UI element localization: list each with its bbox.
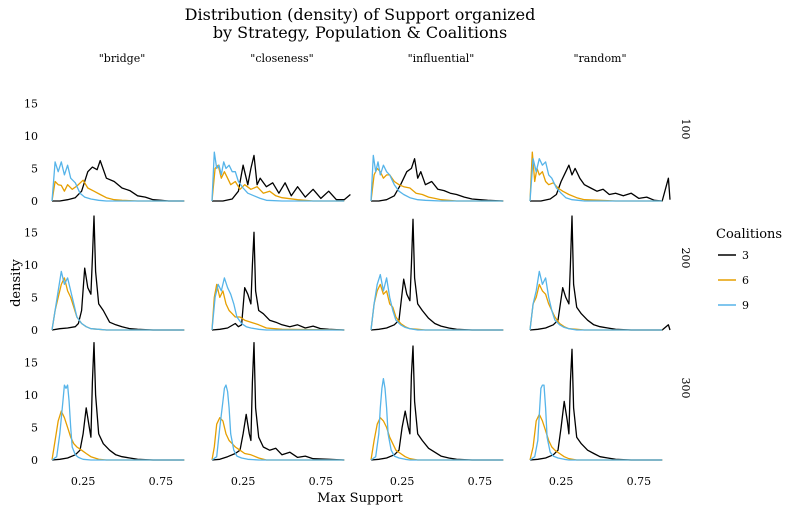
panel-influential-300 xyxy=(370,345,504,461)
facet-col-label-bridge: "bridge" xyxy=(99,52,146,65)
density-line-coalitions-6 xyxy=(370,417,504,461)
panel-random-200 xyxy=(529,215,671,331)
density-line-coalitions-6 xyxy=(370,283,504,331)
density-line-coalitions-3 xyxy=(370,218,504,331)
density-line-coalitions-9 xyxy=(211,384,345,461)
y-axis-label: density xyxy=(9,258,24,306)
panel-closeness-200 xyxy=(211,231,345,331)
density-line-coalitions-9 xyxy=(51,270,185,331)
density-line-coalitions-6 xyxy=(211,164,345,202)
x-tick-label: 0.25 xyxy=(549,475,574,488)
legend-label-6: 6 xyxy=(742,274,749,287)
density-line-coalitions-6 xyxy=(51,179,185,202)
density-line-coalitions-9 xyxy=(51,384,185,461)
legend-label-9: 9 xyxy=(742,299,749,312)
density-line-coalitions-9 xyxy=(211,151,345,202)
density-line-coalitions-9 xyxy=(370,154,504,202)
panel-influential-200 xyxy=(370,218,504,331)
legend: Coalitions 3 6 9 xyxy=(716,227,782,312)
density-line-coalitions-9 xyxy=(529,270,663,331)
facet-col-label-closeness: "closeness" xyxy=(250,52,313,65)
density-line-coalitions-3 xyxy=(529,215,671,331)
y-tick-label: 5 xyxy=(31,162,38,175)
panel-bridge-100 xyxy=(51,159,185,202)
facet-row-label-200: 200 xyxy=(679,248,692,269)
y-tick-label: 15 xyxy=(24,226,38,239)
panel-closeness-300 xyxy=(211,342,345,461)
panel-random-300 xyxy=(529,348,663,461)
facet-col-label-influential: "influential" xyxy=(408,52,475,65)
panel-random-100 xyxy=(529,151,671,202)
y-tick-label: 0 xyxy=(31,324,38,337)
density-line-coalitions-6 xyxy=(51,410,185,461)
chart-title-line-2: by Strategy, Population & Coalitions xyxy=(213,23,507,42)
density-line-coalitions-6 xyxy=(529,283,663,331)
chart-title-line-1: Distribution (density) of Support organi… xyxy=(185,5,536,24)
density-line-coalitions-3 xyxy=(371,158,504,202)
facet-panels: "bridge" "closeness" "influential" "random"… xyxy=(24,52,692,488)
y-tick-label: 5 xyxy=(31,421,38,434)
density-line-coalitions-3 xyxy=(52,159,185,202)
y-tick-label: 10 xyxy=(24,259,38,272)
density-line-coalitions-6 xyxy=(211,283,345,331)
density-line-coalitions-3 xyxy=(212,154,351,202)
density-line-coalitions-9 xyxy=(211,277,345,331)
density-line-coalitions-9 xyxy=(529,158,663,202)
density-line-coalitions-9 xyxy=(51,161,185,202)
x-tick-label: 0.25 xyxy=(231,475,256,488)
x-tick-label: 0.25 xyxy=(390,475,415,488)
y-tick-label: 0 xyxy=(31,454,38,467)
panel-closeness-100 xyxy=(211,151,351,202)
panel-bridge-200 xyxy=(51,215,185,331)
x-tick-label: 0.75 xyxy=(627,475,652,488)
y-tick-label: 0 xyxy=(31,195,38,208)
panel-influential-100 xyxy=(370,154,504,202)
y-tick-label: 10 xyxy=(24,389,38,402)
density-line-coalitions-9 xyxy=(370,273,504,331)
density-line-coalitions-9 xyxy=(529,384,663,461)
density-line-coalitions-6 xyxy=(529,413,663,461)
density-line-coalitions-3 xyxy=(370,345,504,461)
x-axis-label: Max Support xyxy=(317,491,403,506)
density-line-coalitions-3 xyxy=(51,342,185,461)
panel-bridge-300 xyxy=(51,342,185,461)
facet-row-label-100: 100 xyxy=(679,119,692,140)
facet-row-label-300: 300 xyxy=(679,378,692,399)
density-line-coalitions-9 xyxy=(370,377,504,461)
x-tick-label: 0.75 xyxy=(309,475,334,488)
legend-label-3: 3 xyxy=(742,249,749,262)
y-tick-label: 10 xyxy=(24,130,38,143)
x-tick-label: 0.25 xyxy=(71,475,96,488)
density-line-coalitions-6 xyxy=(370,167,504,202)
density-line-coalitions-3 xyxy=(529,348,663,461)
density-line-coalitions-3 xyxy=(211,231,345,331)
y-tick-label: 5 xyxy=(31,291,38,304)
facet-col-label-random: "random" xyxy=(573,52,626,65)
density-line-coalitions-3 xyxy=(211,342,345,461)
y-tick-label: 15 xyxy=(24,97,38,110)
y-tick-label: 15 xyxy=(24,356,38,369)
x-tick-label: 0.75 xyxy=(468,475,493,488)
density-line-coalitions-3 xyxy=(51,215,185,331)
density-line-coalitions-3 xyxy=(530,164,671,202)
x-tick-label: 0.75 xyxy=(149,475,174,488)
density-line-coalitions-6 xyxy=(51,277,185,331)
legend-title: Coalitions xyxy=(716,227,782,242)
